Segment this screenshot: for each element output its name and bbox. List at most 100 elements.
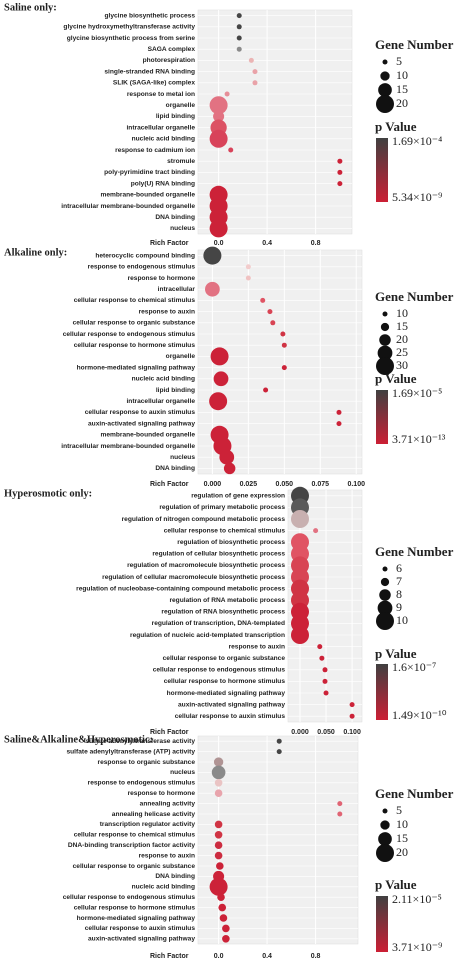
bubble — [224, 91, 230, 97]
x-axis-label: Rich Factor — [150, 953, 189, 960]
bubble — [349, 702, 355, 708]
x-tick-label: 0.0 — [214, 240, 224, 247]
size-legend-label: 20 — [396, 845, 408, 859]
bubble — [290, 510, 309, 528]
size-legend-title: Gene Number — [375, 289, 454, 304]
bubble — [337, 181, 343, 187]
category-label: cellular response to auxin stimulus — [85, 925, 196, 932]
category-label: response to auxin — [139, 852, 195, 859]
bubble — [223, 462, 236, 475]
bubble — [319, 655, 325, 661]
category-label: annealing activity — [140, 800, 196, 807]
bubble — [337, 158, 343, 164]
category-label: response to hormone — [128, 275, 196, 282]
category-label: hormone-mediated signaling pathway — [167, 690, 286, 697]
category-label: glycine hydroxymethyltransferase activit… — [63, 24, 195, 31]
x-axis-label: Rich Factor — [150, 729, 189, 736]
bubble — [270, 320, 276, 326]
bubble — [213, 757, 224, 767]
bubble — [276, 738, 282, 744]
bubble — [209, 129, 228, 148]
size-legend-title: Gene Number — [375, 544, 454, 559]
bubble — [222, 935, 230, 943]
size-legend-label: 15 — [396, 82, 408, 96]
category-label: nucleus — [170, 225, 195, 232]
category-label: poly(U) RNA binding — [131, 180, 195, 187]
category-label: glycine biosynthetic process from serine — [67, 35, 196, 42]
size-legend-key — [376, 612, 394, 630]
bubble — [236, 13, 242, 19]
bubble — [263, 387, 269, 393]
category-label: single-stranded RNA binding — [104, 68, 195, 75]
bubble — [209, 392, 228, 411]
category-label: cellular response to auxin stimulus — [85, 409, 196, 416]
color-bar — [376, 664, 388, 720]
size-legend-key — [380, 322, 390, 332]
x-tick-label: 0.8 — [311, 953, 321, 960]
color-legend-label: 1.69×10⁻⁵ — [392, 386, 442, 400]
category-label: regulation of nucleobase-containing comp… — [76, 585, 285, 592]
x-axis-label: Rich Factor — [150, 240, 189, 247]
size-legend-title: Gene Number — [375, 37, 454, 52]
bubble — [209, 219, 228, 238]
category-label: intracellular membrane-bounded organelle — [61, 443, 195, 450]
size-legend-key — [379, 589, 391, 601]
category-label: cellular response to chemical stimulus — [74, 297, 196, 304]
bubble — [317, 644, 323, 650]
size-legend-label: 15 — [396, 831, 408, 845]
color-legend-title: p Value — [375, 877, 417, 892]
category-label: regulation of RNA metabolic process — [169, 597, 285, 604]
bubble — [236, 46, 242, 52]
color-legend-label: 3.71×10⁻¹³ — [392, 432, 446, 446]
bubble — [214, 820, 223, 829]
size-legend-key — [380, 71, 390, 81]
size-legend-key — [376, 95, 394, 113]
bubble — [236, 24, 242, 30]
bubble — [252, 80, 258, 86]
category-label: intracellular membrane-bounded organelle — [61, 203, 195, 210]
color-legend-label: 1.6×10⁻⁷ — [392, 660, 436, 674]
category-label: hormone-mediated signaling pathway — [77, 915, 196, 922]
bubble — [213, 371, 229, 387]
category-label: response to endogenous stimulus — [88, 780, 196, 787]
size-legend-key — [380, 577, 390, 587]
category-label: response to auxin — [229, 643, 285, 650]
size-legend-key — [377, 345, 393, 361]
bubble — [252, 69, 258, 75]
category-label: response to auxin — [139, 308, 195, 315]
category-label: regulation of RNA biosynthetic process — [161, 609, 285, 616]
size-legend-label: 20 — [396, 332, 408, 346]
size-legend-label: 20 — [396, 96, 408, 110]
bubble — [209, 877, 228, 896]
bubble — [349, 713, 355, 719]
category-label: auxin-activated signaling pathway — [178, 701, 285, 708]
category-label: regulation of macromolecule biosynthetic… — [127, 562, 285, 569]
size-legend-label: 5 — [396, 803, 402, 817]
category-label: photorespiration — [143, 57, 195, 64]
category-label: auxin-activated signaling pathway — [88, 936, 195, 943]
size-legend-key — [376, 357, 394, 375]
category-label: nucleus — [170, 454, 195, 461]
size-legend-label: 30 — [396, 358, 408, 372]
x-tick-label: 0.8 — [311, 240, 321, 247]
category-label: SLIK (SAGA-like) complex — [113, 80, 195, 87]
x-tick-label: 0.4 — [262, 240, 272, 247]
category-label: cellular response to organic substance — [73, 863, 196, 870]
bubble — [219, 449, 235, 465]
category-label: response to organic substance — [98, 759, 196, 766]
bubble — [219, 914, 228, 922]
category-label: organelle — [166, 102, 196, 109]
category-label: sulfate adenylyltransferase (ATP) activi… — [66, 748, 195, 755]
category-label: cellular response to organic substance — [73, 320, 196, 327]
category-label: nucleic acid binding — [132, 136, 195, 143]
color-legend-label: 1.49×10⁻¹⁰ — [392, 708, 447, 722]
category-label: cellular response to hormone stimulus — [164, 678, 286, 685]
category-label: regulation of gene expression — [191, 493, 285, 500]
bubble — [214, 841, 223, 849]
category-label: regulation of nitrogen compound metaboli… — [122, 516, 286, 523]
size-legend-key — [382, 311, 388, 317]
bubble — [267, 309, 273, 315]
category-label: annealing helicase activity — [112, 811, 196, 818]
category-label: regulation of biosynthetic process — [177, 539, 285, 546]
